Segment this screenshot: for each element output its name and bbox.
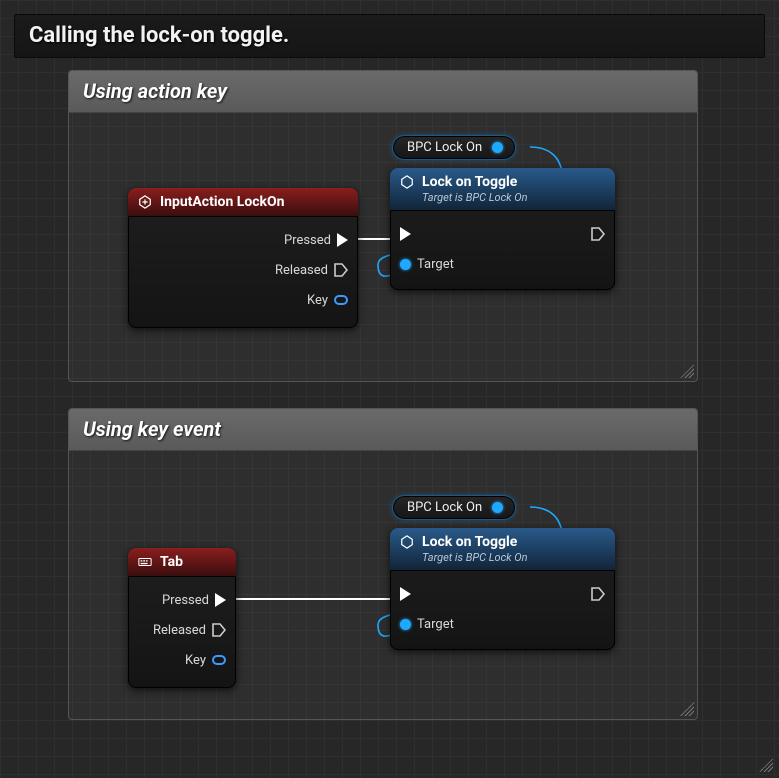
variable-get-bpc-lock-on-2[interactable]: BPC Lock On (392, 495, 516, 520)
variable-label: BPC Lock On (407, 500, 482, 515)
pin-pressed[interactable]: Pressed (138, 225, 348, 255)
pin-released[interactable]: Released (138, 255, 348, 285)
exec-out-pin-icon[interactable] (337, 233, 348, 247)
object-output-pin[interactable] (492, 502, 503, 513)
node-header[interactable]: Tab (128, 548, 236, 577)
comment-header[interactable]: Using action key (69, 71, 697, 113)
node-title: Lock on Toggle (422, 174, 517, 190)
node-header[interactable]: Lock on Toggle Target is BPC Lock On (390, 528, 615, 571)
variable-label: BPC Lock On (407, 140, 482, 155)
pin-key[interactable]: Key (138, 285, 348, 315)
resize-grip-icon[interactable] (680, 364, 694, 378)
node-title: Tab (160, 554, 183, 570)
object-input-pin-icon[interactable] (400, 619, 411, 630)
node-lock-on-toggle-2[interactable]: Lock on Toggle Target is BPC Lock On Tar… (390, 528, 615, 650)
canvas-resize-grip-icon[interactable] (759, 758, 773, 772)
node-inputaction-lockon[interactable]: InputAction LockOn Pressed Released Key (128, 188, 358, 328)
node-lock-on-toggle[interactable]: Lock on Toggle Target is BPC Lock On Tar… (390, 168, 615, 290)
object-input-pin-icon[interactable] (400, 259, 411, 270)
key-struct-pin-icon[interactable] (212, 655, 226, 665)
pin-released[interactable]: Released (138, 615, 226, 645)
page-title: Calling the lock-on toggle. (14, 14, 765, 58)
object-output-pin[interactable] (492, 142, 503, 153)
node-title: Lock on Toggle (422, 534, 517, 550)
pin-pressed[interactable]: Pressed (138, 585, 226, 615)
node-subtitle: Target is BPC Lock On (422, 191, 605, 204)
node-header[interactable]: Lock on Toggle Target is BPC Lock On (390, 168, 615, 211)
node-header[interactable]: InputAction LockOn (128, 188, 358, 217)
exec-in-pin-icon[interactable] (400, 227, 411, 241)
exec-out-hollow-icon[interactable] (212, 623, 226, 637)
keyboard-icon (138, 555, 152, 569)
event-icon (138, 195, 152, 209)
function-icon (400, 535, 414, 549)
exec-out-pin-icon[interactable] (215, 593, 226, 607)
node-subtitle: Target is BPC Lock On (422, 551, 605, 564)
function-icon (400, 175, 414, 189)
node-title: InputAction LockOn (160, 194, 285, 210)
node-key-tab[interactable]: Tab Pressed Released Key (128, 548, 236, 688)
resize-grip-icon[interactable] (680, 702, 694, 716)
exec-out-hollow-icon[interactable] (591, 587, 605, 601)
pin-key[interactable]: Key (138, 645, 226, 675)
pin-target[interactable]: Target (400, 609, 605, 639)
pin-target[interactable]: Target (400, 249, 605, 279)
variable-get-bpc-lock-on[interactable]: BPC Lock On (392, 135, 516, 160)
key-struct-pin-icon[interactable] (334, 295, 348, 305)
exec-out-hollow-icon[interactable] (334, 263, 348, 277)
exec-in-pin-icon[interactable] (400, 587, 411, 601)
comment-header[interactable]: Using key event (69, 409, 697, 451)
exec-out-hollow-icon[interactable] (591, 227, 605, 241)
